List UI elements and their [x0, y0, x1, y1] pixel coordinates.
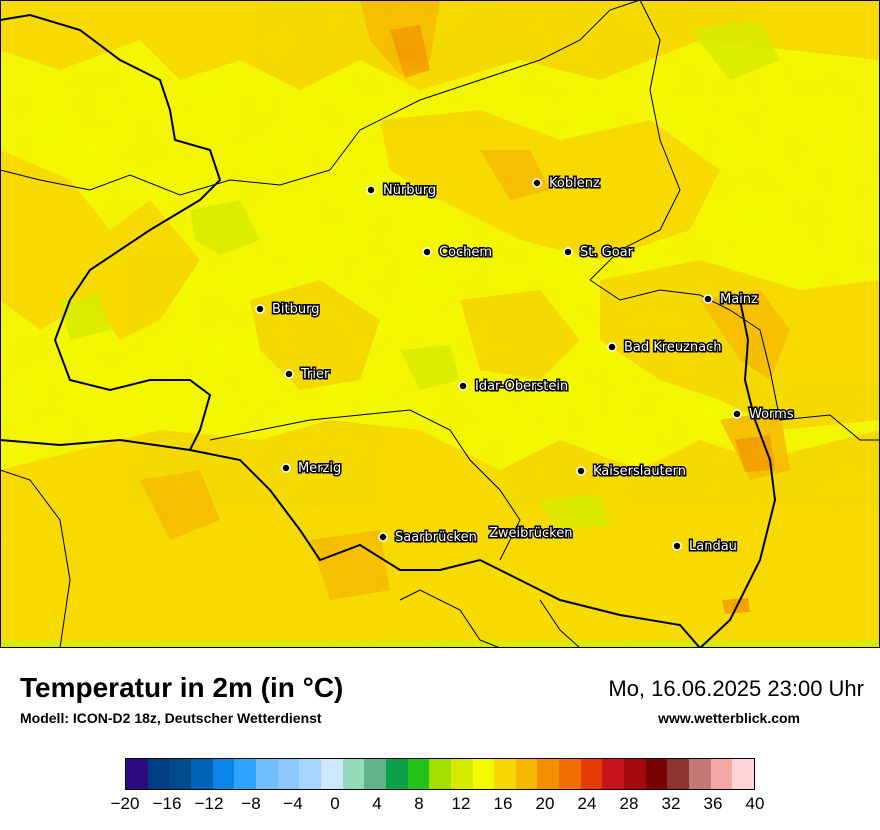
city-st-goar[interactable]: St. Goar: [563, 244, 635, 262]
legend-swatch: [580, 759, 603, 789]
city-merzig[interactable]: Merzig: [281, 460, 343, 478]
city-label: Nürburg: [383, 183, 436, 198]
legend-swatch: [667, 759, 690, 789]
legend-swatch: [299, 759, 321, 789]
city-landau[interactable]: Landau: [672, 538, 738, 556]
color-legend: [125, 758, 755, 790]
city-idar-oberstein[interactable]: Idar-Oberstein: [458, 378, 570, 396]
legend-swatch: [559, 759, 581, 789]
city-mainz[interactable]: Mainz: [703, 291, 760, 309]
legend-swatch: [147, 759, 170, 789]
city-label: Landau: [689, 539, 737, 554]
legend-tick-label: −20: [110, 794, 140, 813]
legend-tick-label: 0: [330, 794, 340, 813]
legend-swatch: [537, 759, 560, 789]
city-label: Zweibrücken: [489, 526, 572, 541]
map-footer: Temperatur in 2m (in °C) Modell: ICON-D2…: [0, 648, 880, 830]
legend-swatch: [126, 759, 148, 789]
legend-tick-label: 4: [372, 794, 382, 813]
city-label: Saarbrücken: [395, 530, 477, 545]
city-label: Merzig: [298, 461, 341, 476]
city-worms[interactable]: Worms: [732, 406, 795, 424]
city-label: Cochem: [439, 245, 492, 260]
city-kaiserslautern[interactable]: Kaiserslautern: [576, 463, 688, 481]
legend-swatch: [710, 759, 733, 789]
legend-swatch: [342, 759, 365, 789]
legend-swatch: [450, 759, 473, 789]
city-label: Trier: [300, 367, 330, 382]
website-link[interactable]: www.wetterblick.com: [658, 710, 800, 726]
legend-swatch: [277, 759, 300, 789]
temperature-map: Nürburg Koblenz Cochem St. Goar Bitburg …: [0, 0, 880, 649]
city-label: Bitburg: [272, 302, 320, 317]
city-trier[interactable]: Trier: [284, 366, 331, 384]
legend-swatch: [385, 759, 408, 789]
city-saarbrucken[interactable]: Saarbrücken: [378, 529, 478, 547]
city-label: St. Goar: [580, 245, 634, 260]
state-borders: [0, 0, 880, 649]
legend-tick-label: 12: [451, 794, 471, 813]
legend-swatch: [234, 759, 256, 789]
city-label: Kaiserslautern: [593, 464, 686, 479]
city-label: Bad Kreuznach: [624, 340, 722, 355]
legend-swatch: [689, 759, 711, 789]
legend-swatch: [255, 759, 278, 789]
legend-swatch: [472, 759, 495, 789]
legend-swatch: [624, 759, 646, 789]
legend-tick-label: 20: [535, 794, 555, 813]
legend-tick-label: −16: [152, 794, 182, 813]
city-cochem[interactable]: Cochem: [422, 244, 494, 262]
legend-tick-label: 32: [661, 794, 681, 813]
city-markers: Nürburg Koblenz Cochem St. Goar Bitburg …: [255, 175, 795, 556]
legend-swatch: [212, 759, 235, 789]
legend-tick-label: −8: [241, 794, 261, 813]
legend-tick-label: 8: [414, 794, 424, 813]
legend-tick-label: −12: [194, 794, 224, 813]
map-title: Temperatur in 2m (in °C): [20, 672, 344, 703]
city-nurburg[interactable]: Nürburg: [366, 182, 438, 200]
legend-swatch: [190, 759, 213, 789]
city-label: Idar-Oberstein: [475, 379, 568, 394]
legend-swatch: [320, 759, 343, 789]
legend-swatch: [169, 759, 191, 789]
model-source: Modell: ICON-D2 18z, Deutscher Wetterdie…: [20, 710, 322, 726]
legend-tick-label: 16: [493, 794, 513, 813]
city-label: Koblenz: [549, 176, 600, 191]
city-label: Mainz: [720, 292, 758, 307]
city-koblenz[interactable]: Koblenz: [532, 175, 601, 193]
legend-swatch: [602, 759, 625, 789]
city-bitburg[interactable]: Bitburg: [255, 301, 321, 319]
city-bad-kreuznach[interactable]: Bad Kreuznach: [607, 339, 723, 357]
legend-swatch: [515, 759, 538, 789]
city-label: Worms: [749, 407, 794, 422]
legend-swatch: [645, 759, 668, 789]
legend-tick-label: 40: [745, 794, 765, 813]
city-zweibrucken[interactable]: Zweibrücken: [488, 525, 574, 543]
legend-swatch: [494, 759, 516, 789]
legend-swatch: [364, 759, 386, 789]
country-borders: [0, 13, 777, 649]
legend-tick-label: 28: [619, 794, 639, 813]
legend-swatch: [407, 759, 430, 789]
legend-swatch: [429, 759, 451, 789]
forecast-datetime: Mo, 16.06.2025 23:00 Uhr: [608, 676, 864, 701]
legend-tick-label: 36: [703, 794, 723, 813]
legend-swatch: [732, 759, 755, 789]
legend-tick-label: 24: [577, 794, 597, 813]
legend-tick-label: −4: [283, 794, 303, 813]
